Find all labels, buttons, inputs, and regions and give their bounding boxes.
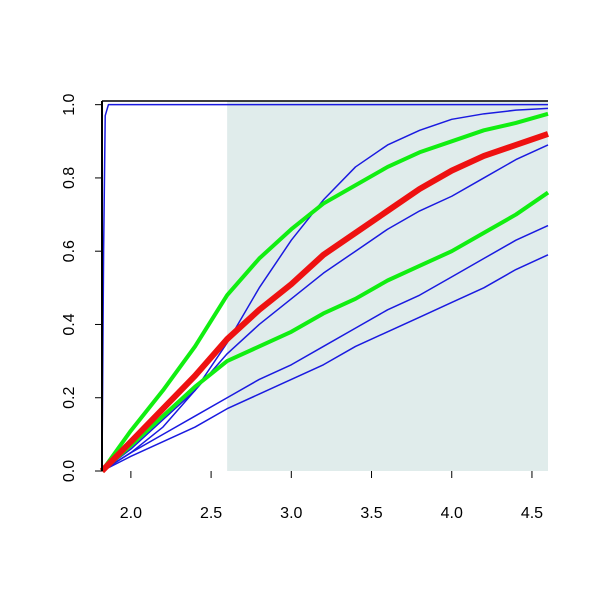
curve xyxy=(101,107,549,472)
curve xyxy=(101,144,549,472)
y-tick-label: 0.4 xyxy=(61,313,78,335)
x-tick-label: 3.5 xyxy=(360,505,382,522)
x-tick-label: 2.5 xyxy=(200,505,222,522)
x-tick-label: 4.5 xyxy=(521,505,543,522)
curve xyxy=(101,254,549,472)
curve xyxy=(100,111,549,473)
curve xyxy=(101,103,548,472)
curve xyxy=(99,131,549,474)
curve xyxy=(101,224,549,472)
y-tick-label: 0.2 xyxy=(61,387,78,409)
y-tick-label: 1.0 xyxy=(61,93,78,115)
shaded-region xyxy=(227,101,548,471)
x-tick-label: 3.0 xyxy=(280,505,302,522)
y-tick-label: 0.0 xyxy=(61,460,78,482)
y-tick-label: 0.6 xyxy=(61,240,78,262)
x-tick-label: 4.0 xyxy=(441,505,463,522)
x-tick-label: 2.0 xyxy=(120,505,142,522)
curve xyxy=(100,190,550,473)
y-tick-label: 0.8 xyxy=(61,167,78,189)
